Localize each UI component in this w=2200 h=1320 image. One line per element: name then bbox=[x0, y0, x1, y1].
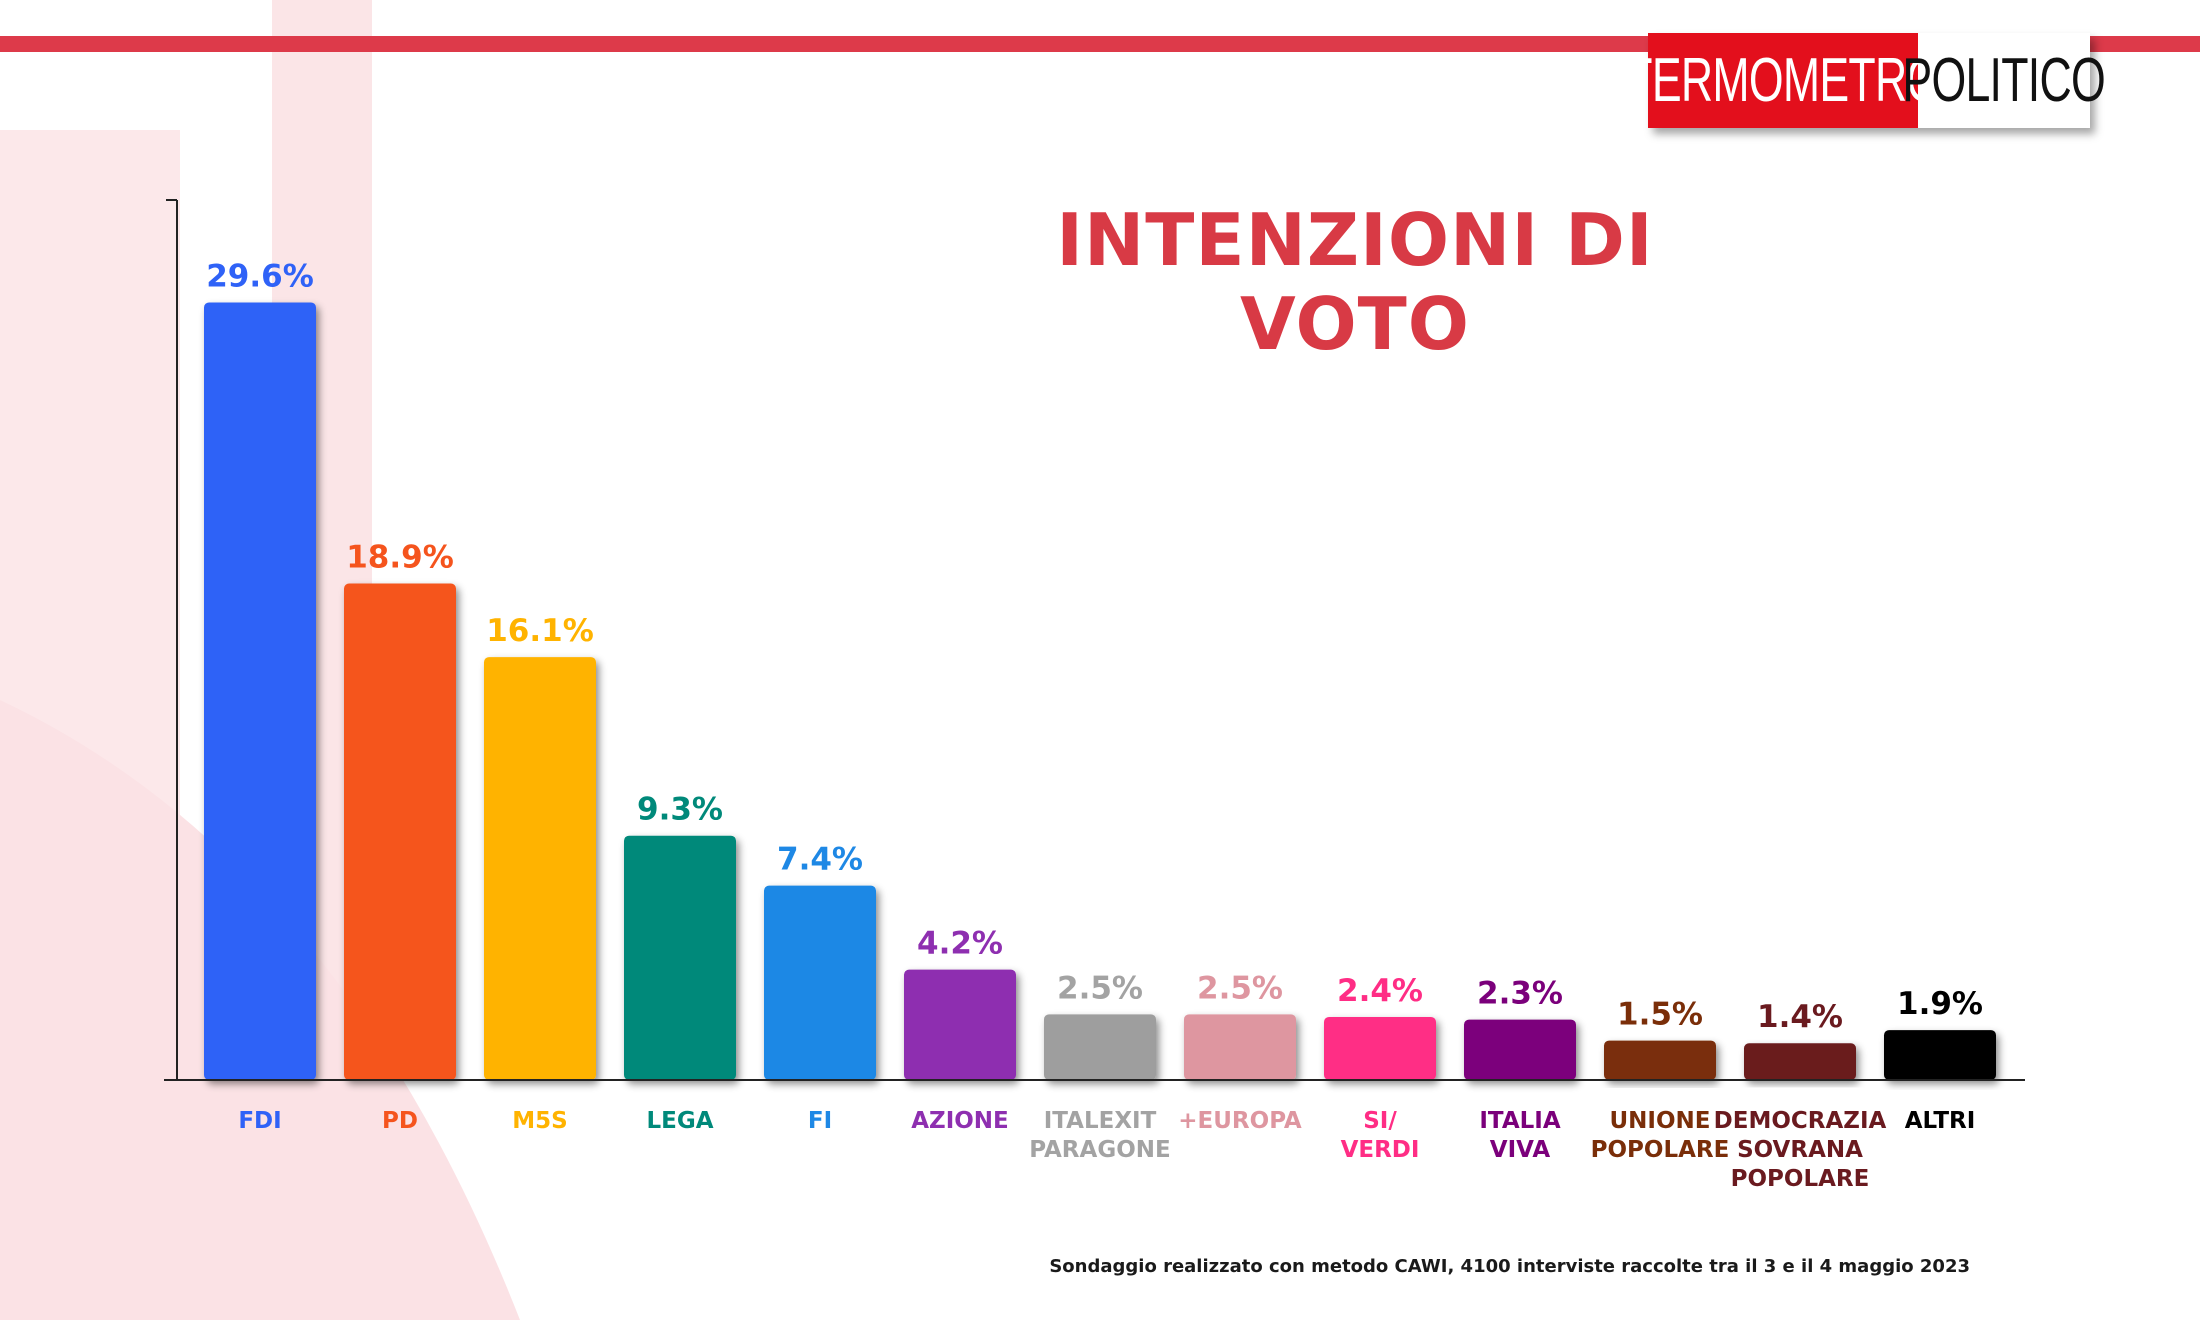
bar-altri bbox=[1884, 1030, 1996, 1080]
value-label: 9.3% bbox=[637, 792, 723, 828]
chart-title: INTENZIONI DI VOTO bbox=[1056, 198, 1654, 366]
category-label: AZIONE bbox=[911, 1108, 1009, 1134]
category-label: SOVRANA bbox=[1737, 1137, 1863, 1163]
value-label: 7.4% bbox=[777, 842, 863, 878]
category-label: DEMOCRAZIA bbox=[1714, 1108, 1887, 1134]
value-label: 4.2% bbox=[917, 926, 1003, 962]
category-label: PD bbox=[382, 1108, 418, 1134]
value-label: 2.5% bbox=[1057, 970, 1143, 1006]
value-label: 2.4% bbox=[1337, 973, 1423, 1009]
bar-azione bbox=[904, 969, 1016, 1080]
bar-italexit-paragone bbox=[1044, 1014, 1156, 1080]
survey-footnote: Sondaggio realizzato con metodo CAWI, 41… bbox=[1049, 1256, 1970, 1277]
category-label: FI bbox=[808, 1108, 832, 1134]
bar-fdi bbox=[204, 302, 316, 1080]
category-label: ALTRI bbox=[1905, 1108, 1976, 1134]
value-label: 2.3% bbox=[1477, 976, 1563, 1012]
bar-democrazia-sovrana-popolare bbox=[1744, 1043, 1856, 1080]
category-label: SI/ bbox=[1363, 1108, 1397, 1134]
value-label: 16.1% bbox=[486, 613, 594, 649]
category-label: PARAGONE bbox=[1029, 1137, 1170, 1163]
category-label: UNIONE bbox=[1610, 1108, 1711, 1134]
category-label: ITALIA bbox=[1479, 1108, 1560, 1134]
value-label: 1.5% bbox=[1617, 997, 1703, 1033]
category-label: M5S bbox=[512, 1108, 567, 1134]
category-label: ITALEXIT bbox=[1044, 1108, 1157, 1134]
bar-pd bbox=[344, 583, 456, 1080]
logo-text-politico: POLITICO bbox=[1902, 46, 2106, 115]
category-label: VIVA bbox=[1490, 1137, 1551, 1163]
value-label: 18.9% bbox=[346, 540, 454, 576]
bar-m5s bbox=[484, 657, 596, 1080]
category-label: VERDI bbox=[1341, 1137, 1420, 1163]
bar-fi bbox=[764, 885, 876, 1080]
bar-italia-viva bbox=[1464, 1019, 1576, 1080]
category-label: FDI bbox=[238, 1108, 281, 1134]
value-label: 2.5% bbox=[1197, 970, 1283, 1006]
value-label: 29.6% bbox=[206, 258, 314, 294]
category-label: POPOLARE bbox=[1731, 1166, 1870, 1192]
category-label: POPOLARE bbox=[1591, 1137, 1730, 1163]
category-label: LEGA bbox=[646, 1108, 713, 1134]
bar-unione-popolare bbox=[1604, 1040, 1716, 1080]
category-label: +EUROPA bbox=[1178, 1108, 1302, 1134]
value-label: 1.4% bbox=[1757, 999, 1843, 1035]
bar-lega bbox=[624, 835, 736, 1080]
bar-europa bbox=[1184, 1014, 1296, 1080]
logo-text-termometro: TERMOMETRO bbox=[1625, 46, 1941, 115]
value-label: 1.9% bbox=[1897, 986, 1983, 1022]
bar-si-verdi bbox=[1324, 1016, 1436, 1080]
brand-logo: TERMOMETRO POLITICO bbox=[1625, 33, 2106, 128]
